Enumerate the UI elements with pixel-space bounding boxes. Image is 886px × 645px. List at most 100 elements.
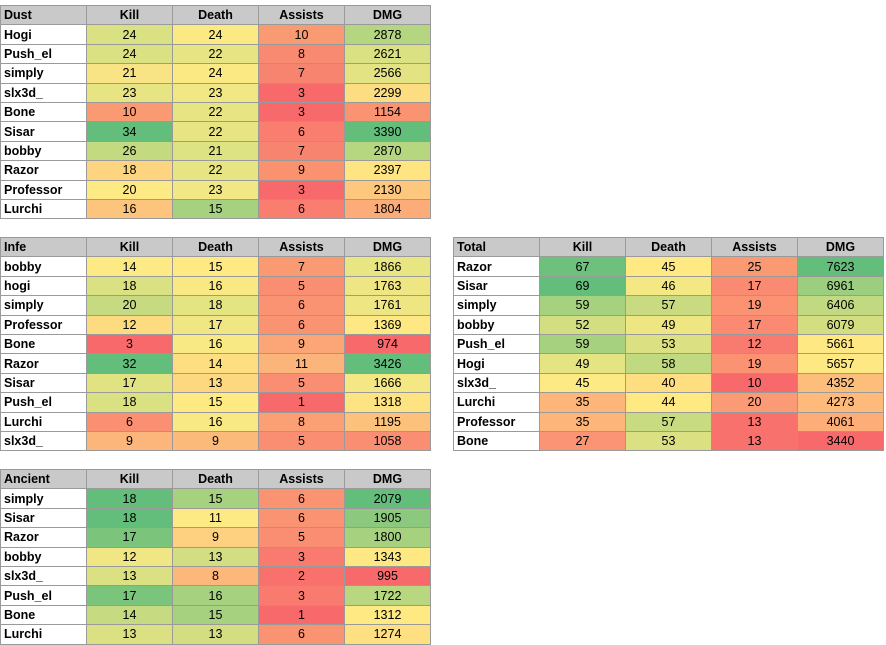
stat-cell-kill: 24 (86, 24, 173, 45)
stat-cell-death: 22 (172, 121, 259, 142)
stat-cell-death: 46 (625, 275, 712, 297)
player-name: Razor (0, 527, 87, 548)
player-name: Bone (453, 430, 540, 452)
stat-cell-kill: 26 (86, 140, 173, 162)
stat-cell-death: 44 (625, 392, 712, 413)
stat-cell-assists: 6 (258, 295, 345, 316)
stat-cell-assists: 5 (258, 527, 345, 548)
stat-cell-death: 23 (172, 82, 259, 103)
player-name: simply (0, 295, 87, 316)
column-header-dmg: DMG (344, 4, 431, 26)
stat-cell-dmg: 2079 (344, 488, 431, 509)
stat-cell-assists: 6 (258, 488, 345, 509)
stat-cell-death: 13 (172, 624, 259, 645)
table-row: Professor 20 23 3 2130 (0, 179, 431, 200)
stat-cell-death: 13 (172, 546, 259, 567)
stat-cell-assists: 13 (711, 430, 798, 452)
player-name: bobby (453, 314, 540, 335)
stat-cell-dmg: 6406 (797, 295, 884, 316)
table-row: simply 20 18 6 1761 (0, 295, 431, 316)
stat-cell-kill: 69 (539, 275, 626, 297)
player-name: bobby (0, 256, 87, 277)
table-row: Professor 35 57 13 4061 (453, 411, 884, 432)
header-row: Ancient Kill Death Assists DMG (0, 468, 431, 490)
player-name: bobby (0, 140, 87, 162)
stat-cell-kill: 14 (86, 256, 173, 277)
stat-cell-death: 49 (625, 314, 712, 335)
table-row: slx3d_ 9 9 5 1058 (0, 430, 431, 452)
stat-cell-assists: 8 (258, 43, 345, 65)
stat-cell-kill: 20 (86, 179, 173, 200)
stat-cell-kill: 16 (86, 198, 173, 220)
stat-cell-death: 9 (172, 430, 259, 452)
stat-cell-kill: 17 (86, 585, 173, 606)
stat-cell-assists: 3 (258, 546, 345, 567)
stat-cell-assists: 3 (258, 585, 345, 606)
stat-cell-kill: 49 (539, 353, 626, 374)
player-name: Lurchi (0, 411, 87, 432)
table-row: simply 59 57 19 6406 (453, 295, 884, 316)
stat-cell-kill: 21 (86, 63, 173, 84)
stat-cell-assists: 17 (711, 314, 798, 335)
stat-cell-dmg: 1866 (344, 256, 431, 277)
table-row: Razor 18 22 9 2397 (0, 160, 431, 181)
stat-cell-kill: 35 (539, 392, 626, 413)
stat-cell-dmg: 3426 (344, 353, 431, 374)
stat-cell-assists: 10 (711, 372, 798, 394)
column-header-assists: Assists (258, 468, 345, 490)
stat-cell-assists: 9 (258, 333, 345, 355)
player-name: simply (0, 63, 87, 84)
table-row: Lurchi 13 13 6 1274 (0, 624, 431, 645)
stat-cell-death: 16 (172, 585, 259, 606)
player-name: Professor (453, 411, 540, 432)
player-name: Lurchi (453, 392, 540, 413)
stat-cell-assists: 6 (258, 121, 345, 142)
stat-cell-assists: 7 (258, 256, 345, 277)
stat-cell-assists: 6 (258, 314, 345, 335)
player-name: Razor (0, 160, 87, 181)
table-row: simply 18 15 6 2079 (0, 488, 431, 509)
header-row: Infe Kill Death Assists DMG (0, 236, 431, 258)
stat-cell-death: 14 (172, 353, 259, 374)
header-row: Dust Kill Death Assists DMG (0, 4, 431, 26)
table-row: bobby 52 49 17 6079 (453, 314, 884, 335)
stat-cell-assists: 3 (258, 101, 345, 123)
stat-cell-assists: 1 (258, 392, 345, 413)
stat-cell-dmg: 1761 (344, 295, 431, 316)
stat-cell-death: 9 (172, 527, 259, 548)
stat-cell-assists: 5 (258, 275, 345, 297)
player-name: Professor (0, 179, 87, 200)
stat-cell-death: 53 (625, 430, 712, 452)
stat-cell-assists: 17 (711, 275, 798, 297)
stat-cell-kill: 13 (86, 565, 173, 587)
stat-cell-kill: 18 (86, 160, 173, 181)
stat-cell-kill: 13 (86, 624, 173, 645)
stat-cell-dmg: 2621 (344, 43, 431, 65)
table-row: Hogi 24 24 10 2878 (0, 24, 431, 45)
stat-cell-dmg: 4352 (797, 372, 884, 394)
player-name: Hogi (0, 24, 87, 45)
stat-cell-death: 15 (172, 198, 259, 220)
table-row: Sisar 17 13 5 1666 (0, 372, 431, 394)
stat-cell-dmg: 7623 (797, 256, 884, 277)
player-name: Razor (453, 256, 540, 277)
table-row: Bone 3 16 9 974 (0, 333, 431, 355)
stat-cell-assists: 2 (258, 565, 345, 587)
stat-cell-death: 40 (625, 372, 712, 394)
table-row: bobby 12 13 3 1343 (0, 546, 431, 567)
table-row: Sisar 69 46 17 6961 (453, 275, 884, 297)
stat-cell-assists: 7 (258, 63, 345, 84)
header-row: Total Kill Death Assists DMG (453, 236, 884, 258)
stat-cell-kill: 18 (86, 275, 173, 297)
player-name: Lurchi (0, 198, 87, 220)
player-name: Professor (0, 314, 87, 335)
stat-cell-death: 16 (172, 411, 259, 432)
table-row: Push_el 18 15 1 1318 (0, 392, 431, 413)
player-name: slx3d_ (0, 565, 87, 587)
stat-cell-dmg: 974 (344, 333, 431, 355)
stat-cell-death: 23 (172, 179, 259, 200)
stat-cell-dmg: 2130 (344, 179, 431, 200)
table-row: Razor 32 14 11 3426 (0, 353, 431, 374)
stat-cell-dmg: 1369 (344, 314, 431, 335)
table-title: Dust (0, 4, 87, 26)
